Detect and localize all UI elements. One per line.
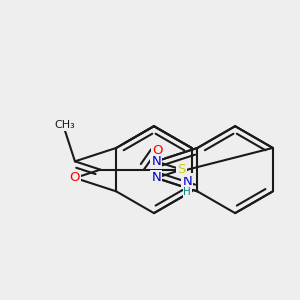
Text: N: N bbox=[151, 172, 161, 184]
Text: N: N bbox=[151, 155, 161, 168]
Text: O: O bbox=[152, 144, 163, 157]
Text: S: S bbox=[177, 163, 186, 176]
Text: O: O bbox=[70, 172, 80, 184]
Text: CH₃: CH₃ bbox=[55, 120, 75, 130]
Text: N: N bbox=[182, 175, 192, 188]
Text: H: H bbox=[183, 188, 191, 197]
